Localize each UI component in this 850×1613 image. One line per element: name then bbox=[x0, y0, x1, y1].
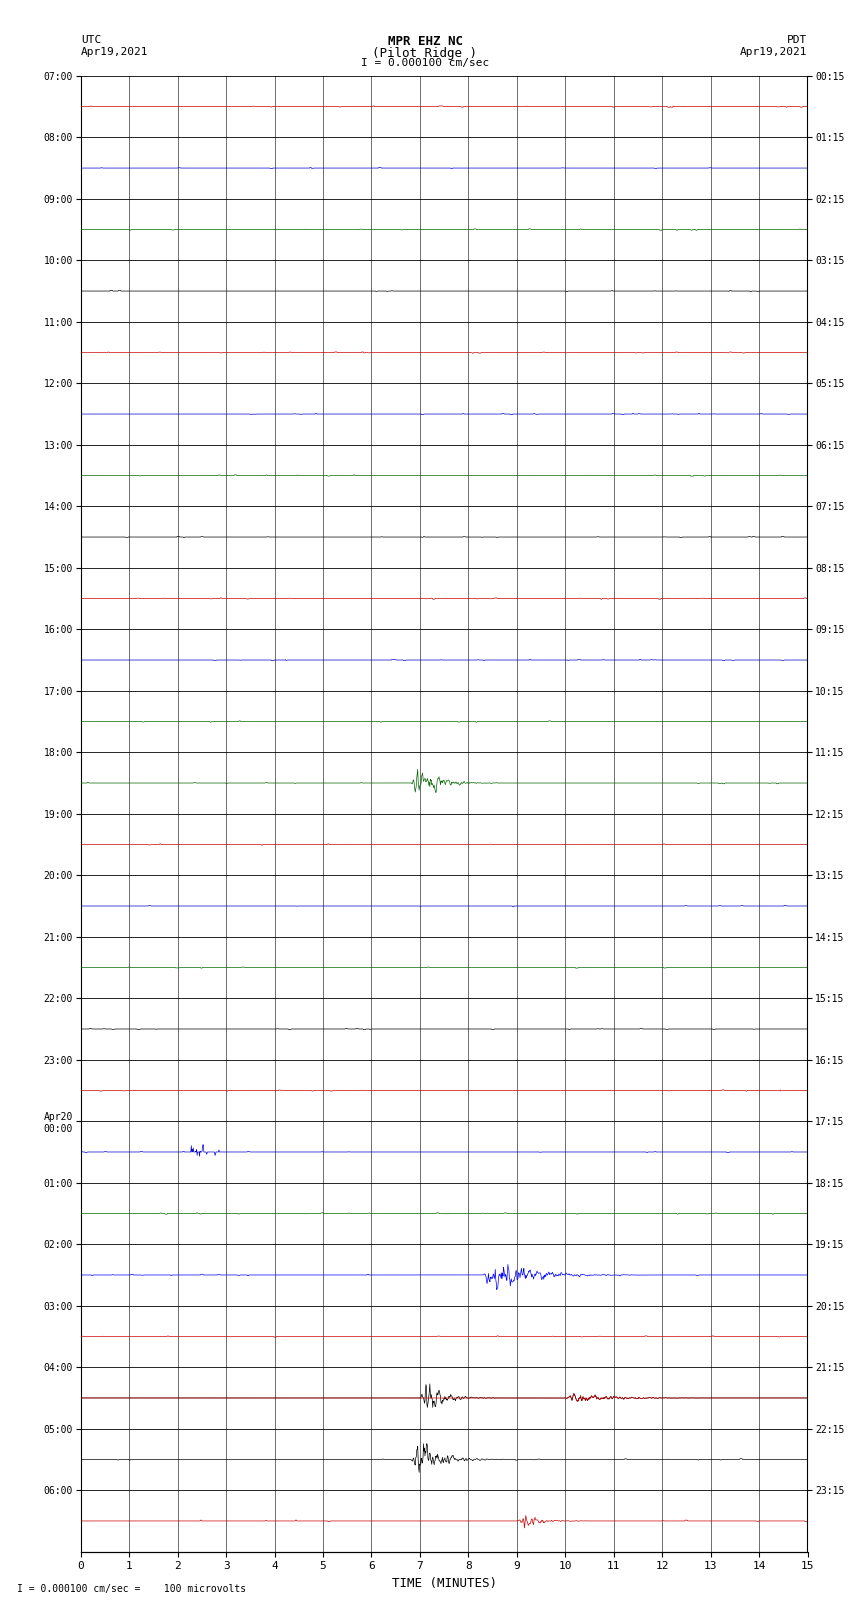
Text: (Pilot Ridge ): (Pilot Ridge ) bbox=[372, 47, 478, 60]
Text: UTC: UTC bbox=[81, 35, 101, 45]
Text: I = 0.000100 cm/sec =    100 microvolts: I = 0.000100 cm/sec = 100 microvolts bbox=[17, 1584, 246, 1594]
Text: I = 0.000100 cm/sec: I = 0.000100 cm/sec bbox=[361, 58, 489, 68]
Text: PDT: PDT bbox=[787, 35, 808, 45]
X-axis label: TIME (MINUTES): TIME (MINUTES) bbox=[392, 1578, 496, 1590]
Text: MPR EHZ NC: MPR EHZ NC bbox=[388, 35, 462, 48]
Text: Apr19,2021: Apr19,2021 bbox=[81, 47, 148, 56]
Text: Apr19,2021: Apr19,2021 bbox=[740, 47, 808, 56]
